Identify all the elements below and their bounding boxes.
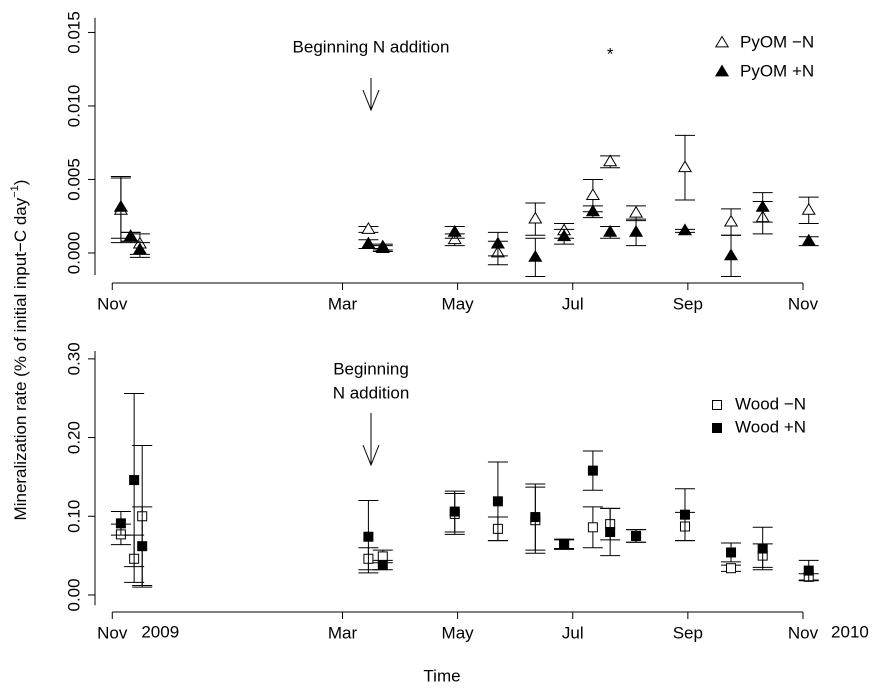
panel: 0.000 0.005 0.010 0.015 Nov Mar May Jul Sep Nov Be… <box>64 11 819 313</box>
marker <box>123 229 138 242</box>
marker <box>801 202 816 215</box>
marker <box>587 522 598 533</box>
x-tick-label: Sep <box>673 294 703 313</box>
marker <box>801 233 816 246</box>
x-tick-label: Nov <box>97 623 128 642</box>
legend-marker <box>714 35 730 48</box>
marker <box>528 249 543 262</box>
marker <box>363 531 374 542</box>
y-tick-label: 0.000 <box>64 232 83 275</box>
y-tick-label: 0.005 <box>64 158 83 201</box>
marker <box>605 527 616 538</box>
legend-label: PyOM +N <box>740 61 814 80</box>
marker <box>490 236 505 249</box>
x-tick-label: Nov <box>788 623 819 642</box>
marker <box>530 512 541 523</box>
marker <box>377 560 388 571</box>
legend-label: PyOM −N <box>740 32 814 51</box>
marker <box>132 242 147 255</box>
marker <box>726 547 737 558</box>
x-tick-label: May <box>442 623 475 642</box>
legend-label: Wood +N <box>735 417 806 436</box>
marker <box>361 221 376 234</box>
y-label-superscript: −1 <box>9 185 21 198</box>
x-tick-label: Jul <box>562 623 584 642</box>
y-tick-label: 0.00 <box>64 578 83 611</box>
marker <box>603 154 618 167</box>
marker <box>375 241 390 253</box>
y-tick-label: 0.010 <box>64 85 83 128</box>
marker <box>559 538 570 549</box>
marker <box>587 465 598 476</box>
marker <box>113 199 128 212</box>
marker <box>115 518 126 529</box>
marker <box>631 530 642 541</box>
marker <box>557 229 572 242</box>
legend-label: Wood −N <box>735 394 806 413</box>
marker <box>449 506 460 517</box>
y-label-end: ) <box>11 180 30 186</box>
marker <box>723 214 739 227</box>
marker <box>585 188 600 201</box>
x-axis-label: Time <box>423 666 460 685</box>
marker <box>629 205 644 218</box>
arrow-head <box>362 89 380 112</box>
y-label-main: Mineralization rate (% of initial input−… <box>11 197 30 520</box>
annotation: N addition <box>333 383 410 402</box>
significance-mark: * <box>607 44 614 63</box>
marker <box>528 211 543 224</box>
marker <box>726 563 737 574</box>
legend-marker <box>714 64 730 77</box>
marker <box>137 541 148 552</box>
marker <box>679 509 690 520</box>
y-tick-label: 0.10 <box>64 500 83 533</box>
x-tick-label: Nov <box>97 294 128 313</box>
marker <box>447 224 462 237</box>
arrow-head <box>362 444 380 467</box>
marker <box>755 199 770 212</box>
marker <box>723 248 739 261</box>
marker <box>603 224 618 237</box>
x-tick-label: May <box>442 294 475 313</box>
marker <box>677 223 693 236</box>
legend-marker <box>712 423 722 433</box>
x-tick-label: Mar <box>328 623 358 642</box>
marker <box>129 475 140 486</box>
year-label: 2009 <box>141 622 179 641</box>
annotation: Beginning N addition <box>293 37 450 56</box>
marker <box>361 236 376 249</box>
marker <box>585 204 600 217</box>
year-label: 2010 <box>831 622 869 641</box>
x-tick-label: Jul <box>562 294 584 313</box>
annotation: Beginning <box>333 359 409 378</box>
x-tick-label: Sep <box>673 623 703 642</box>
y-tick-label: 0.30 <box>64 342 83 375</box>
y-tick-label: 0.20 <box>64 421 83 454</box>
marker <box>757 543 768 554</box>
marker <box>803 565 814 576</box>
marker <box>377 551 388 562</box>
y-tick-label: 0.015 <box>64 11 83 54</box>
x-tick-label: Mar <box>328 294 358 313</box>
marker <box>492 496 503 507</box>
marker <box>629 224 644 237</box>
panel: 0.00 0.10 0.20 0.30 Nov Mar May Jul Sep Nov 2009 20… <box>64 342 868 642</box>
y-axis-label: Mineralization rate (% of initial input−… <box>9 180 31 521</box>
marker <box>677 160 693 173</box>
legend-marker <box>712 400 722 410</box>
x-tick-label: Nov <box>788 294 819 313</box>
